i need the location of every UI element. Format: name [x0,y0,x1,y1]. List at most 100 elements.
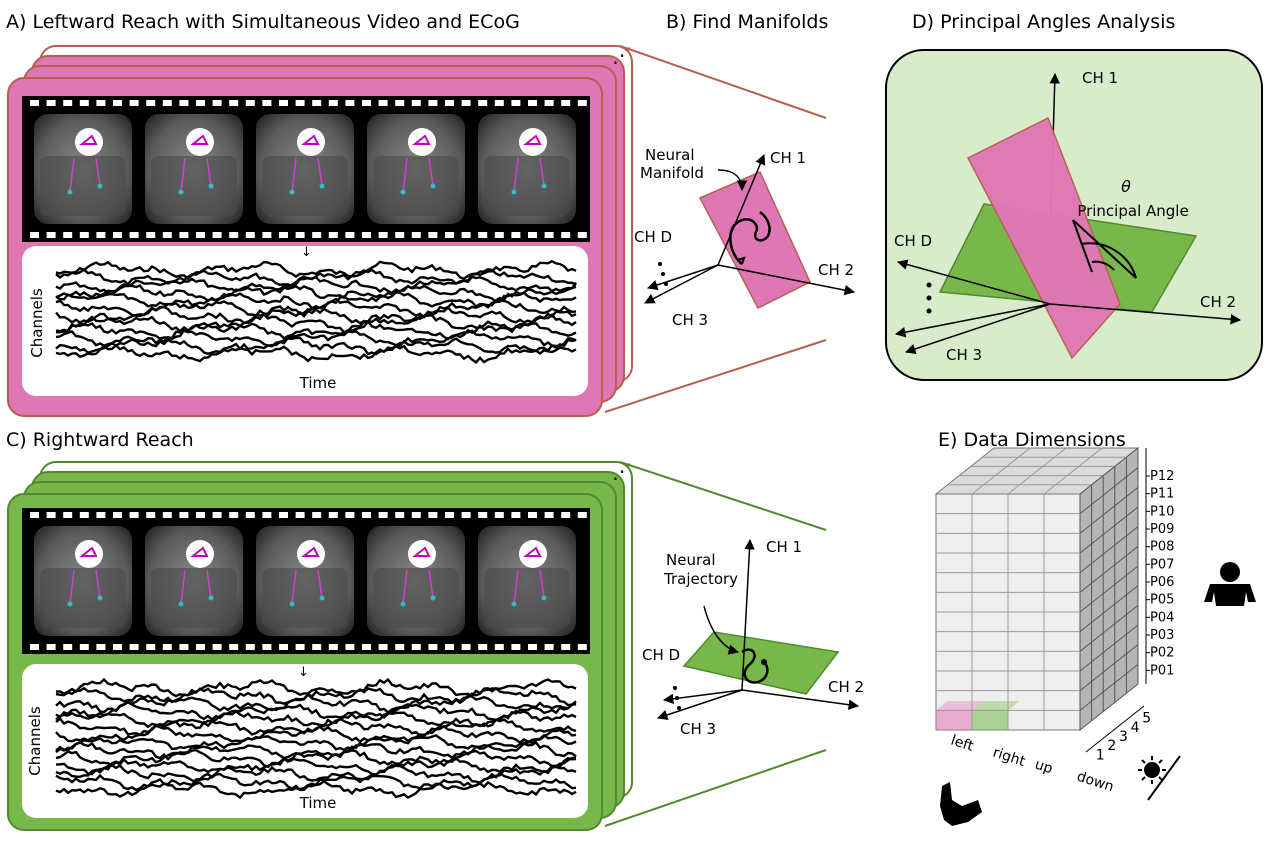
sprocket-hole [428,232,438,238]
participant-tick-label: P01 [1150,663,1174,678]
pose-keypoint [97,183,103,189]
label-chd: CH D [894,232,932,250]
sprocket-hole [362,100,371,106]
sprocket-hole [511,232,521,238]
pose-skeleton [402,569,434,605]
ecog-trace [55,336,577,356]
theta-symbol: θ [1121,177,1131,196]
sprocket-hole [445,512,454,518]
pose-keypoint [178,601,184,607]
pose-marker [412,134,431,145]
sprocket-hole [196,512,205,518]
axis-ch3-a [894,303,1051,338]
sprocket-hole [162,232,172,238]
pose-skeleton [291,569,323,605]
sprocket-hole [295,644,305,650]
cube-grid-line [1079,604,1139,652]
ecog-traces [55,259,577,365]
label-chd: CH D [634,228,672,246]
sprocket-hole [528,100,537,106]
movement-tick-label: down [1075,769,1116,796]
sprocket-hole [279,100,288,106]
trajectory-pointer-arrow [703,605,740,655]
sprocket-hole [245,232,255,238]
sprocket-hole [79,100,89,106]
axis-ellipsis-dot [673,686,677,690]
sprocket-hole [146,512,156,518]
participant-tick-label: P03 [1150,628,1174,643]
film-strip-icon [22,96,590,242]
video-frame-shadow [40,568,126,628]
ecog-trace [55,756,577,776]
trajectory-curve [741,648,769,684]
sprocket-hole [461,644,471,650]
sprocket-hole [212,512,222,518]
sprocket-hole [312,644,322,650]
label-ch1: CH 1 [770,149,806,167]
ecog-trace [55,282,577,304]
sprocket-hole [63,232,73,238]
face-blur-circle [408,128,436,156]
sprocket-hole [528,512,537,518]
axis-ellipsis-dot [926,282,932,288]
sprocket-hole [229,232,239,238]
sprocket-hole [96,644,106,650]
pose-skeleton [180,157,212,193]
event-marker-arrow: ↓ [298,665,309,680]
neural-trajectory-plane [682,631,840,695]
sprocket-hole [395,644,405,650]
sprocket-hole [378,512,388,518]
event-marker-arrow: ↓ [301,245,312,260]
ecog-trace [55,709,577,729]
panel-c: C) Rightward Reach ⋰ ↓ Channels Time Neu… [6,429,864,831]
sprocket-hole [494,100,504,106]
sprocket-hole [478,644,488,650]
sprocket-hole [113,232,122,238]
sprocket-hole [494,644,504,650]
movement-tick-label: up [1033,757,1055,778]
cube-grid-line [971,447,1031,495]
pose-keypoint [208,183,214,189]
day-tick-label: 5 [1142,711,1151,727]
sprocket-hole [445,100,454,106]
video-frame-shadow [151,568,237,628]
sprocket-hole [312,232,322,238]
sprocket-hole [411,512,421,518]
sprocket-hole [328,100,338,106]
sprocket-hole [146,100,156,106]
sprocket-hole [229,644,239,650]
label-ch2: CH 2 [828,678,864,696]
sprocket-hole [411,100,421,106]
pose-marker [301,134,320,145]
sprocket-hole [179,512,189,518]
day-tick-label: 3 [1119,729,1128,745]
pose-marker [190,134,209,145]
sprocket-hole [179,100,189,106]
face-blur-circle [75,540,103,568]
sprocket-hole [328,512,338,518]
ecog-trace [55,343,577,365]
ecog-trace [55,329,577,350]
sprocket-hole [162,512,172,518]
axis-ch2 [717,264,856,296]
sprocket-hole [494,232,504,238]
highlight-cell-right-top [972,701,1020,711]
participant-tick-label: P05 [1150,593,1174,608]
axis-ch3 [657,689,743,720]
face-blur-circle [297,540,325,568]
label-ch3: CH 3 [680,720,716,738]
axis-ch1 [741,538,755,691]
film-strip-icon [22,508,590,654]
sun-moon-divider [1147,755,1181,801]
sprocket-hole [262,512,272,518]
pose-keypoint [208,595,214,601]
axis-ellipsis-dot [664,282,668,286]
sprocket-hole [362,232,371,238]
pose-marker [79,546,98,557]
sprocket-hole [561,232,571,238]
sprocket-hole [113,512,122,518]
sprocket-hole [79,512,89,518]
axis-ch1 [717,154,766,266]
sprocket-hole [544,644,554,650]
sprocket-hole [229,100,239,106]
